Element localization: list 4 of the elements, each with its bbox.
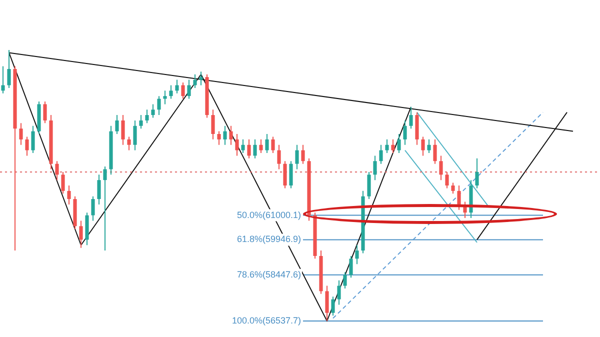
series-label: 50.0%(61000.1) (236, 210, 301, 220)
series-label: 61.8%(59946.9) (236, 234, 301, 244)
series-label: 78.6%(58447.6) (236, 269, 301, 280)
series-label: 100.0%(56537.7) (232, 315, 301, 326)
